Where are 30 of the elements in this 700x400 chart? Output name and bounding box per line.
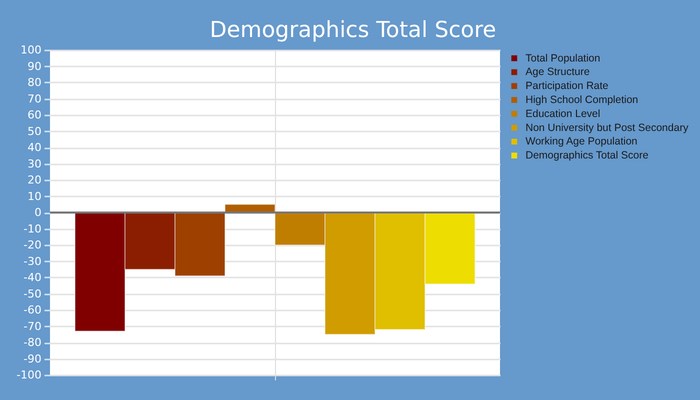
y-tick-label: -100 xyxy=(16,368,42,382)
y-tick-label: -80 xyxy=(24,336,42,349)
legend-label: Age Structure xyxy=(526,66,590,78)
y-tick-label: 100 xyxy=(20,44,42,56)
legend-label: High School Completion xyxy=(526,94,638,106)
legend-label: Demographics Total Score xyxy=(526,150,649,162)
y-tick-label: -30 xyxy=(24,254,42,268)
y-tick-label: 10 xyxy=(28,190,42,203)
y-tick-label: -10 xyxy=(24,222,42,236)
y-tick-label: 80 xyxy=(28,76,42,89)
chart-title: Demographics Total Score xyxy=(210,18,496,43)
y-tick-label: -40 xyxy=(24,271,42,284)
y-tick-label: 90 xyxy=(28,60,42,73)
legend-label: Education Level xyxy=(526,108,600,120)
y-tick-label: 30 xyxy=(28,157,42,170)
y-tick-label: 60 xyxy=(28,108,42,122)
y-tick-label: -20 xyxy=(24,238,42,252)
legend-label: Total Population xyxy=(526,52,600,64)
y-tick-label: -60 xyxy=(24,304,42,316)
y-tick-label: 50 xyxy=(28,124,42,138)
y-tick-label: -70 xyxy=(24,320,42,333)
y-tick-label: -90 xyxy=(24,352,42,366)
y-tick-label: 70 xyxy=(28,92,42,106)
legend-label: Participation Rate xyxy=(526,80,609,92)
legend-label: Working Age Population xyxy=(526,136,638,148)
y-tick-label: 40 xyxy=(28,141,42,154)
y-tick-label: 0 xyxy=(34,206,42,219)
legend-label: Non University but Post Secondary xyxy=(526,122,690,134)
y-tick-label: -50 xyxy=(24,287,42,300)
y-tick-label: 20 xyxy=(28,174,42,186)
